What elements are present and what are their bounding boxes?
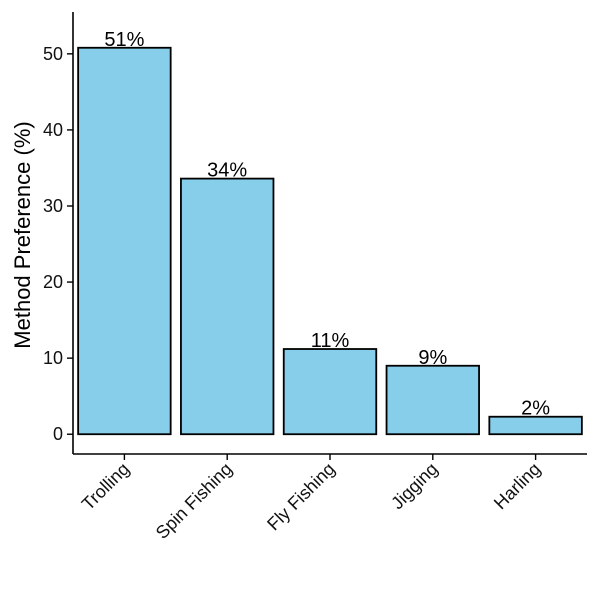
data-labels: 51% 34% 11% 9% 2%	[104, 29, 550, 420]
x-axis: Trolling Spin Fishing Fly Fishing Jigging Ha…	[73, 453, 587, 543]
bar	[385, 364, 480, 436]
y-axis-title: Method Preference (%)	[10, 121, 35, 348]
x-tick-label: Jigging	[387, 459, 441, 513]
bar	[77, 46, 172, 436]
data-label: 9%	[418, 347, 447, 369]
data-label: 51%	[104, 29, 144, 51]
x-tick-label: Fly Fishing	[263, 459, 339, 535]
y-tick-label: 30	[43, 196, 63, 216]
x-tick-label: Spin Fishing	[152, 459, 236, 543]
bar	[180, 177, 275, 436]
data-label: 2%	[521, 398, 550, 420]
y-tick-label: 0	[53, 424, 63, 444]
bars	[77, 46, 583, 436]
bar	[488, 415, 583, 436]
y-tick-label: 50	[43, 44, 63, 64]
x-tick-label: Trolling	[78, 459, 133, 514]
y-tick-label: 20	[43, 272, 63, 292]
data-label: 34%	[207, 160, 247, 182]
y-tick-label: 40	[43, 120, 63, 140]
y-axis: 0 10 20 30 40 50	[43, 12, 74, 454]
x-tick-label: Harling	[490, 459, 544, 513]
y-tick-label: 10	[43, 348, 63, 368]
bar	[282, 348, 378, 436]
data-label: 11%	[311, 330, 350, 352]
